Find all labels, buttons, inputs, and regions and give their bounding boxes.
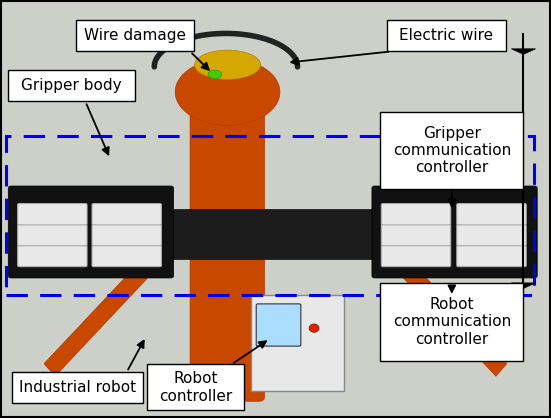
FancyBboxPatch shape [457,204,526,225]
Ellipse shape [208,70,222,79]
Text: Electric wire: Electric wire [399,28,493,43]
FancyBboxPatch shape [381,245,451,267]
Polygon shape [386,247,507,376]
FancyBboxPatch shape [18,204,87,225]
FancyBboxPatch shape [256,304,301,346]
FancyBboxPatch shape [457,245,526,267]
FancyBboxPatch shape [8,186,174,278]
Text: Gripper
communication
controller: Gripper communication controller [393,125,511,176]
FancyBboxPatch shape [381,224,451,246]
Ellipse shape [175,59,280,125]
Text: Robot
communication
controller: Robot communication controller [393,297,511,347]
FancyBboxPatch shape [251,295,344,391]
Bar [6,136,534,295]
Text: Robot
controller: Robot controller [159,371,232,404]
FancyBboxPatch shape [92,245,161,267]
Polygon shape [511,283,536,288]
Ellipse shape [309,324,319,332]
FancyBboxPatch shape [387,20,506,51]
FancyBboxPatch shape [76,20,195,51]
Polygon shape [511,49,536,54]
FancyBboxPatch shape [18,224,87,246]
FancyBboxPatch shape [380,112,523,189]
FancyBboxPatch shape [92,204,161,225]
FancyBboxPatch shape [92,224,161,246]
Text: Wire damage: Wire damage [84,28,186,43]
FancyBboxPatch shape [380,283,523,360]
FancyBboxPatch shape [147,364,244,410]
Polygon shape [44,247,165,376]
FancyBboxPatch shape [457,224,526,246]
FancyBboxPatch shape [381,204,451,225]
Text: Gripper body: Gripper body [21,78,122,93]
FancyBboxPatch shape [372,186,537,278]
FancyBboxPatch shape [190,92,264,401]
FancyBboxPatch shape [12,372,143,403]
Ellipse shape [195,50,261,79]
FancyBboxPatch shape [8,70,135,101]
FancyBboxPatch shape [11,209,532,259]
Text: Industrial robot: Industrial robot [19,380,136,395]
FancyBboxPatch shape [18,245,87,267]
